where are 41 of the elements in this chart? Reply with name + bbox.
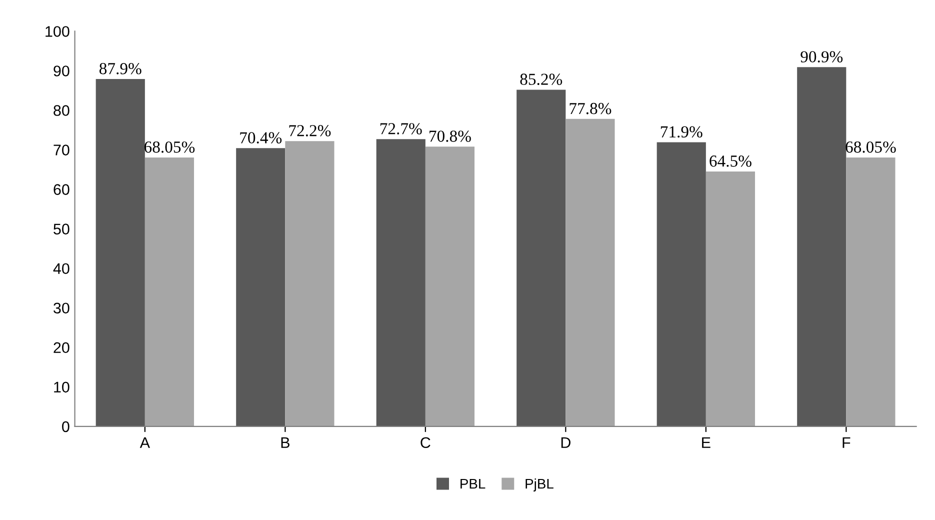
y-tick-label: 10: [54, 382, 70, 393]
bar: [236, 148, 286, 426]
y-tick-label: 70: [54, 144, 70, 156]
bar: [797, 67, 846, 426]
bar: [846, 157, 896, 426]
x-tick-label: F: [842, 437, 850, 448]
x-tick-label: A: [140, 437, 150, 448]
bar: [285, 141, 334, 426]
y-tick-label: 40: [53, 263, 70, 274]
y-tick-label: 100: [46, 26, 70, 37]
data-label: 64.5%: [710, 155, 752, 167]
bar: [656, 142, 706, 426]
data-label: 87.9%: [99, 63, 142, 74]
data-label: 85.2%: [520, 74, 562, 85]
y-tick-label: 90: [54, 66, 70, 76]
bar: [376, 139, 426, 426]
x-tick-label: B: [281, 437, 290, 448]
data-label: 90.9%: [800, 51, 843, 62]
x-tick-label: E: [702, 437, 710, 448]
y-tick-label: 30: [54, 302, 70, 314]
legend-label: PBL: [460, 479, 486, 489]
bar: [516, 90, 566, 426]
data-label: 70.8%: [430, 130, 471, 142]
y-tick-label: 60: [54, 184, 70, 195]
data-label: 77.8%: [570, 102, 612, 114]
legend-label: PjBL: [526, 478, 554, 492]
x-tick-label: D: [561, 437, 570, 448]
bar: [96, 79, 145, 426]
y-tick-label: 50: [54, 224, 70, 234]
y-tick-label: 80: [54, 105, 70, 116]
data-label: 71.9%: [660, 126, 702, 138]
bar: [144, 157, 194, 426]
data-label: 72.7%: [380, 123, 422, 134]
data-label: 70.4%: [240, 132, 282, 144]
data-label: 72.2%: [289, 125, 331, 136]
y-tick-label: 20: [54, 342, 70, 354]
bar: [566, 118, 615, 426]
bar: [425, 146, 475, 426]
bar: [706, 171, 756, 426]
y-tick-label: 0: [62, 421, 70, 432]
x-tick-label: C: [420, 437, 430, 448]
